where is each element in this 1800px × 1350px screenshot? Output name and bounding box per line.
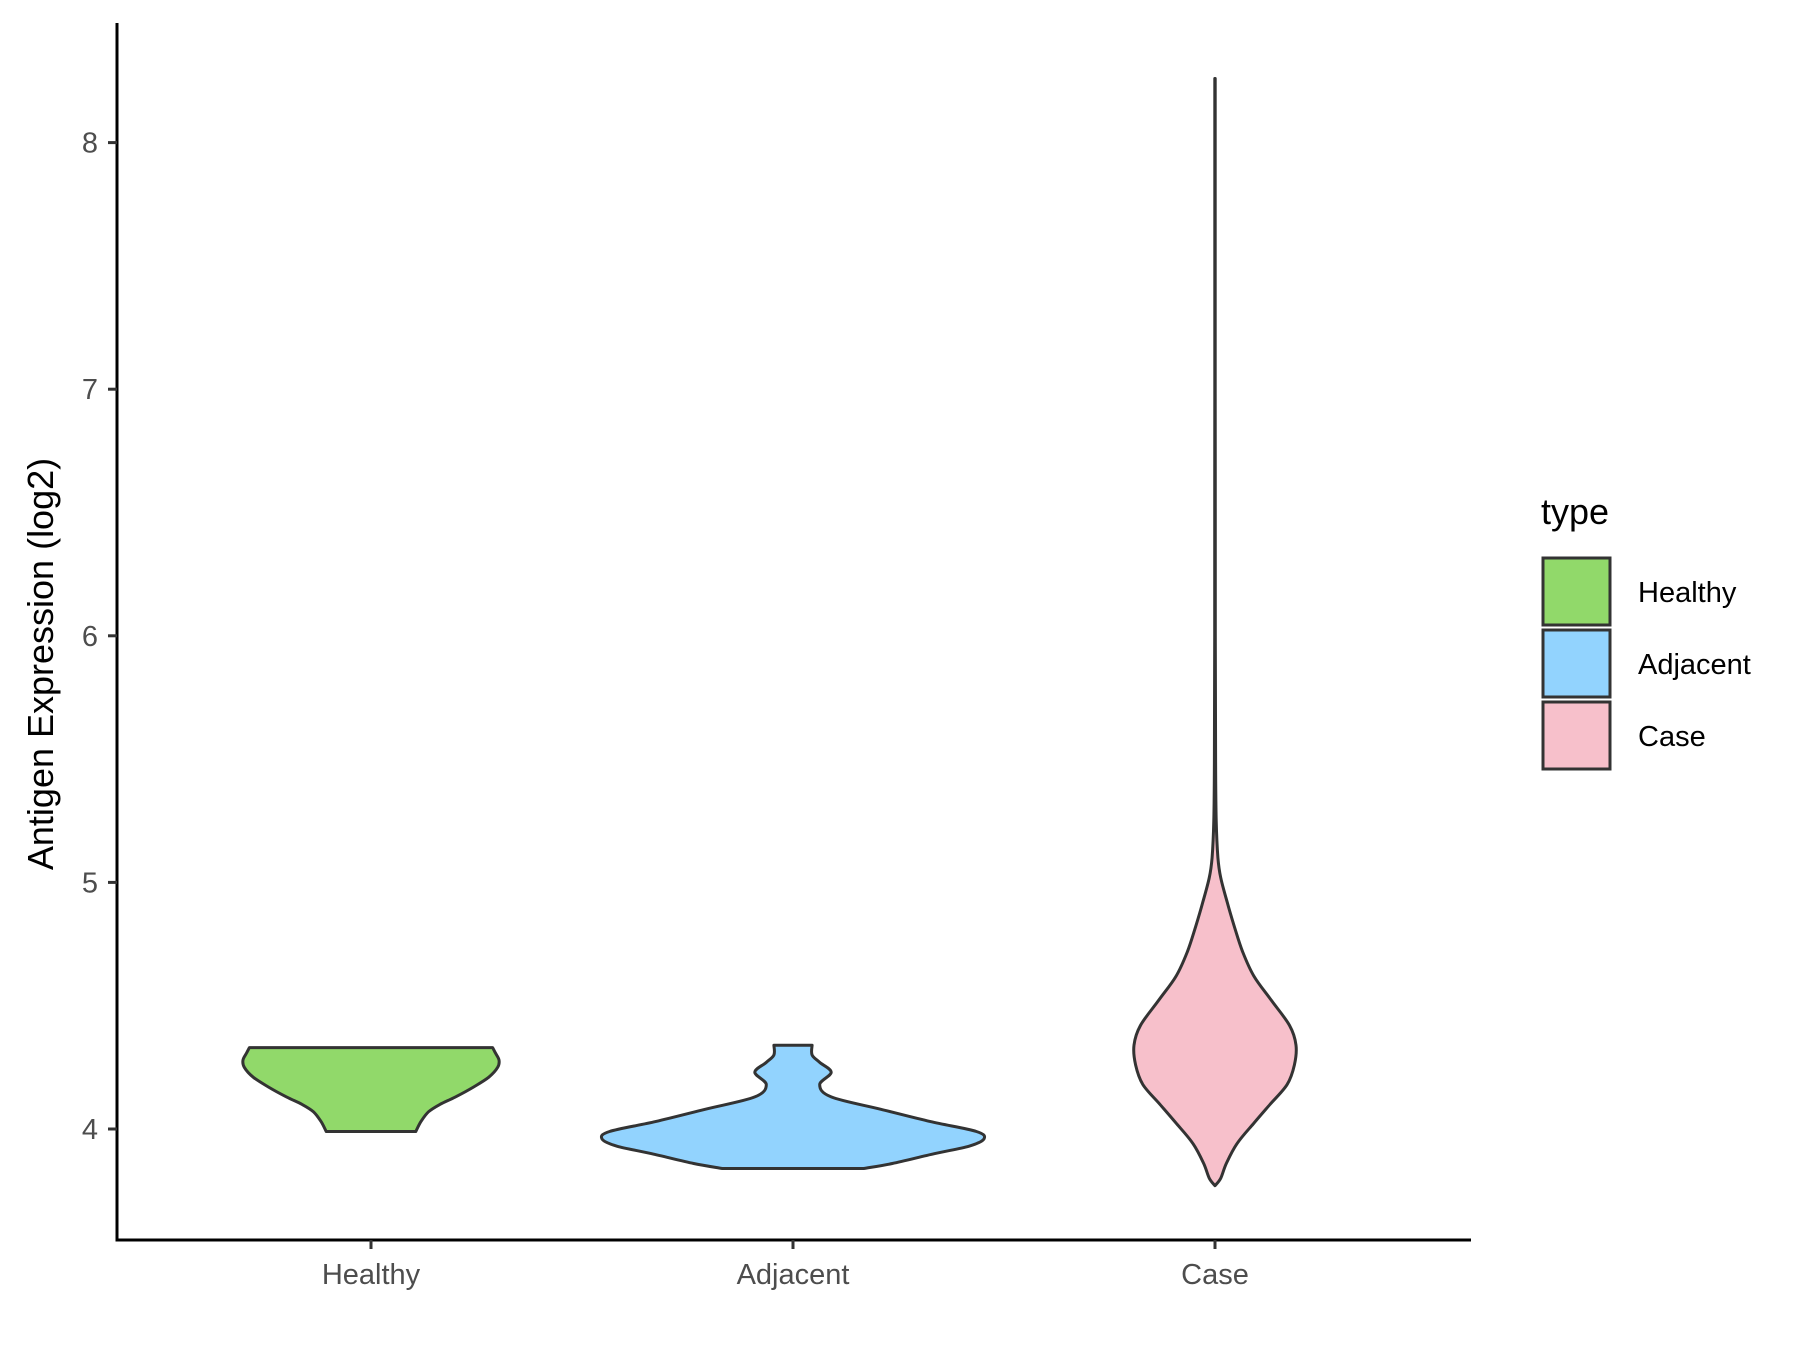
violin-layer [241,77,1298,1188]
x-axis-ticks: Healthy Adjacent Case [322,1240,1249,1291]
y-tick-label: 4 [82,1114,98,1146]
violin-case [1132,77,1298,1188]
x-tick-label: Case [1181,1259,1249,1291]
violin-healthy [241,1046,501,1133]
x-tick-label: Adjacent [737,1259,850,1291]
legend-key-case [1541,700,1612,771]
legend-label-healthy: Healthy [1638,577,1737,609]
legend-label-case: Case [1638,721,1706,753]
x-tick-label: Healthy [322,1259,421,1291]
legend-key-adjacent [1541,628,1612,699]
violin-adjacent [599,1043,987,1170]
y-tick-label: 6 [82,621,98,653]
y-tick-label: 8 [82,128,98,160]
legend-key-healthy [1541,556,1612,627]
legend-label-adjacent: Adjacent [1638,649,1751,681]
y-tick-label: 7 [82,374,98,406]
y-axis-ticks: 4 5 6 7 8 [82,128,117,1146]
y-axis-title: Antigen Expression (log2) [20,458,61,870]
y-tick-label: 5 [82,867,98,899]
legend: type Healthy Adjacent Case [1541,491,1751,771]
legend-title: type [1541,491,1609,532]
